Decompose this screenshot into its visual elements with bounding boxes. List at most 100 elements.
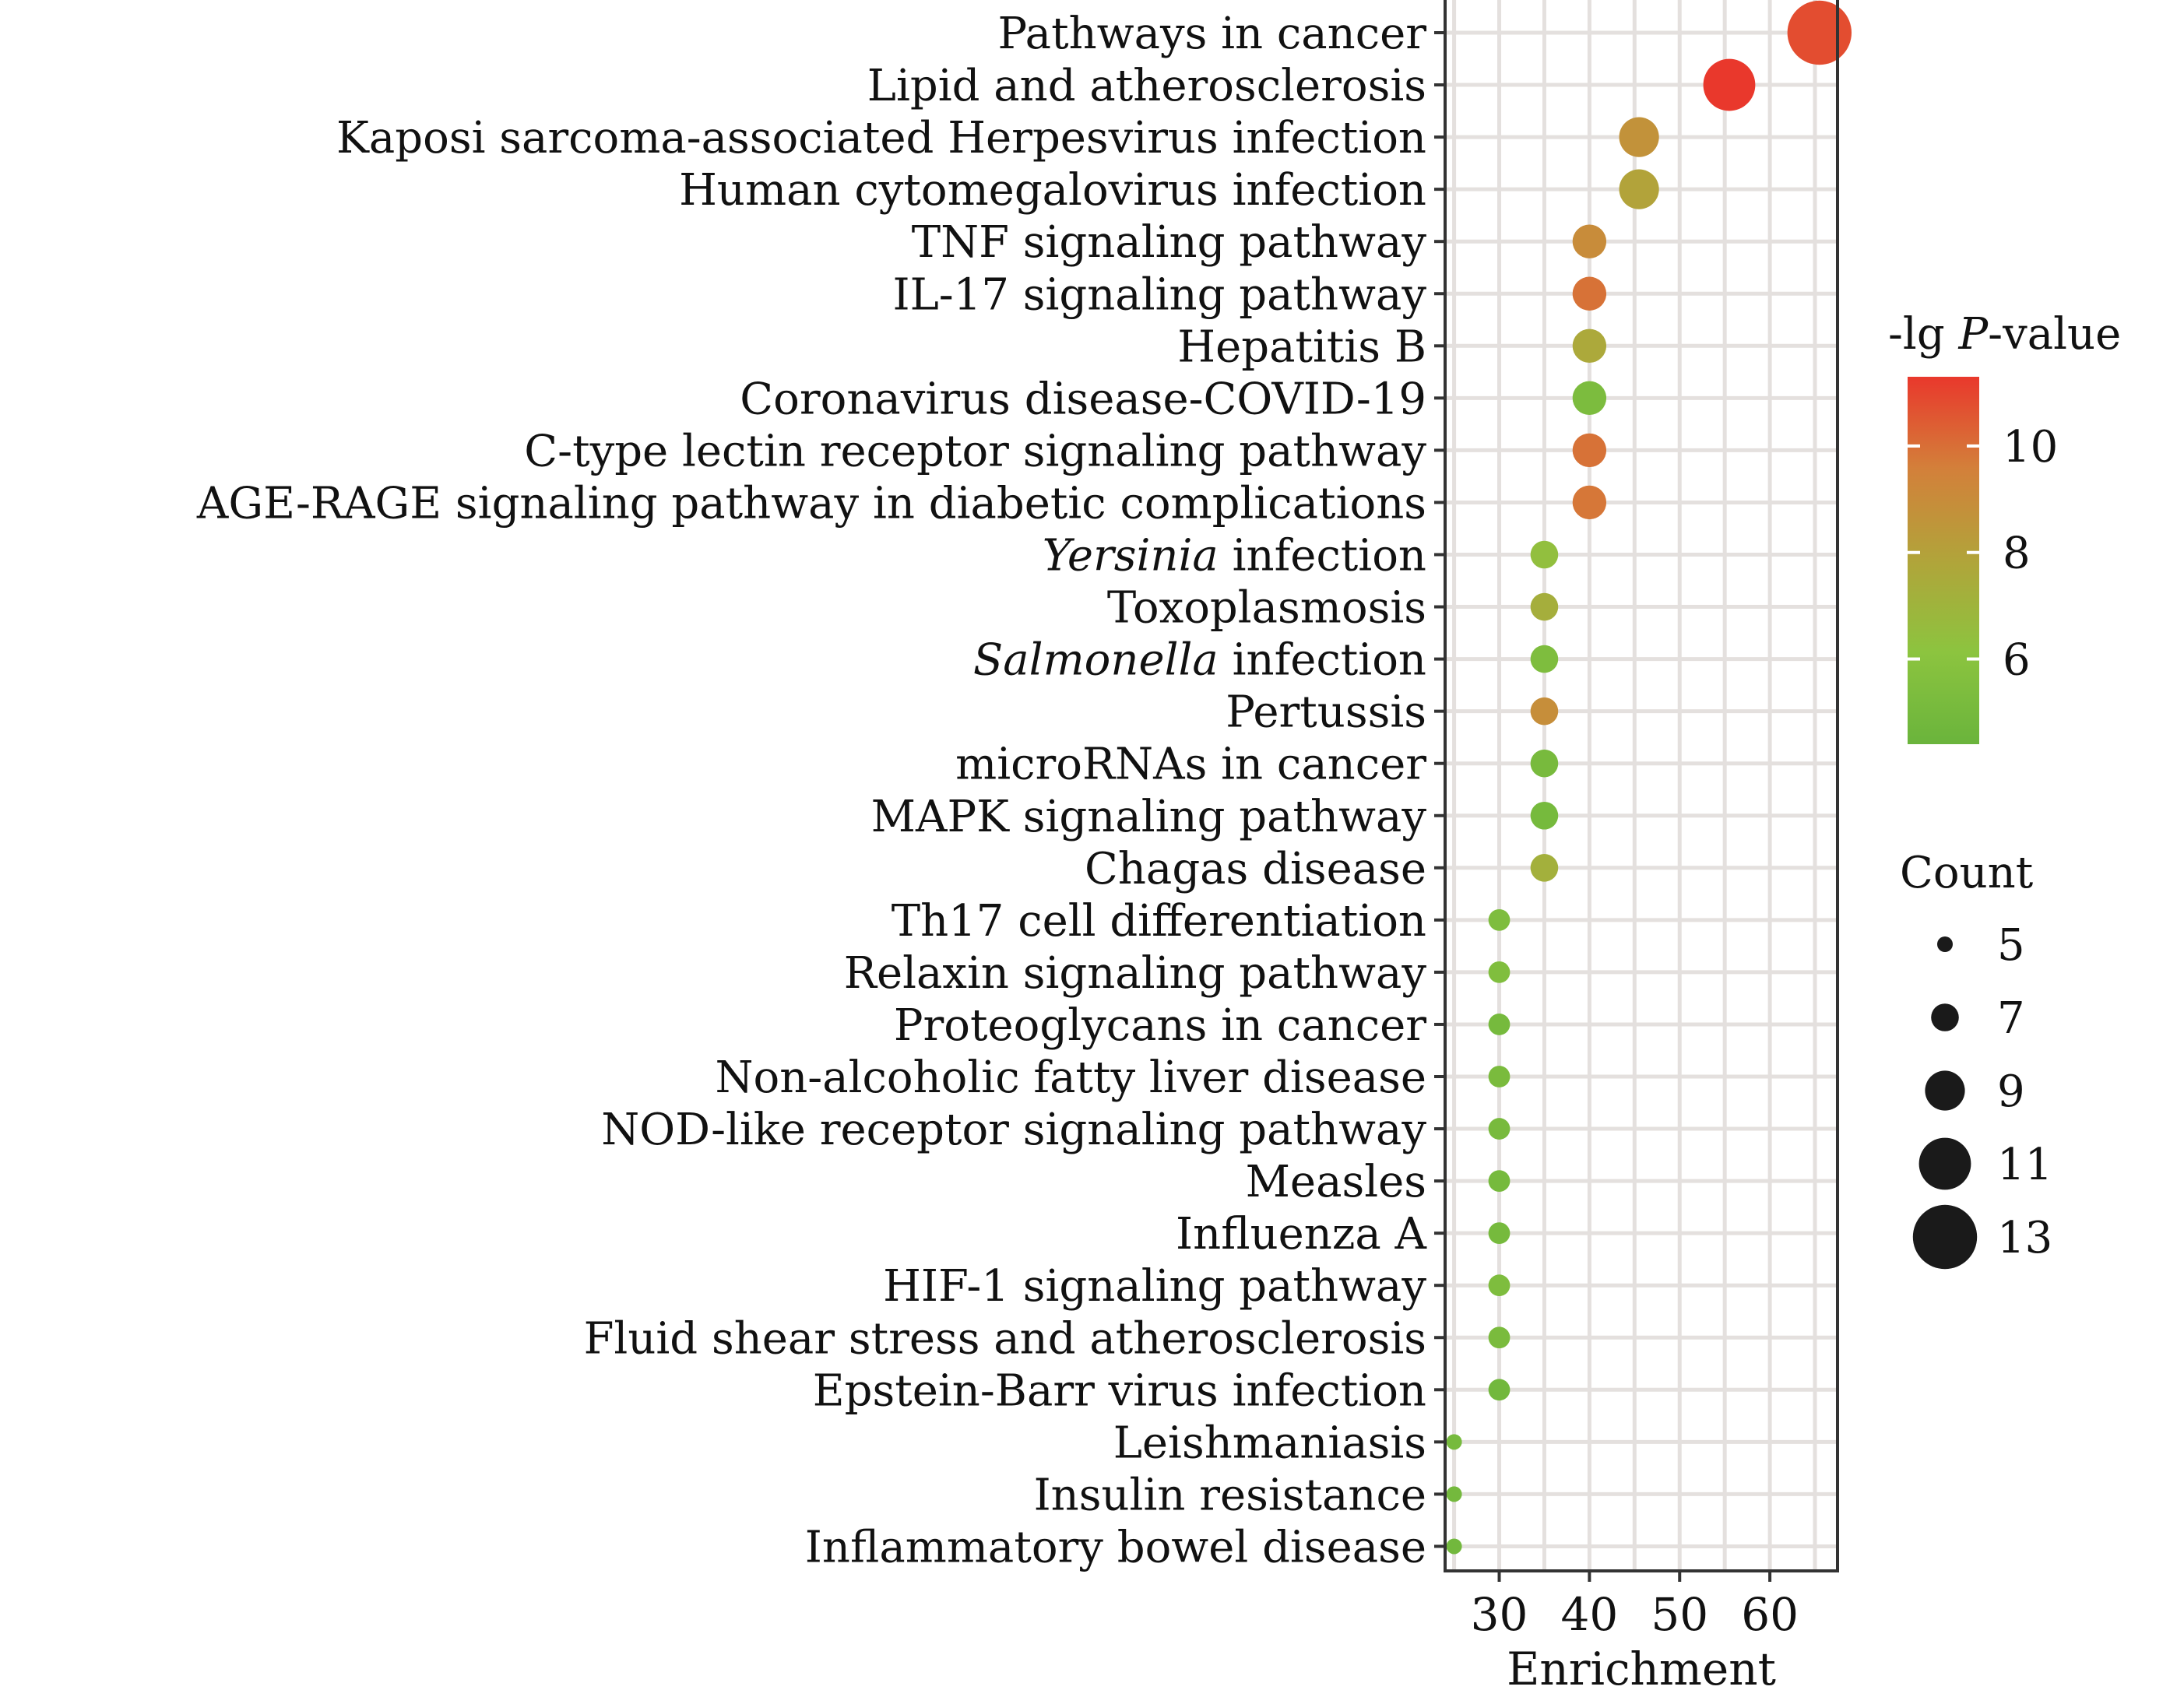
- y-axis-label: TNF signaling pathway: [912, 217, 1427, 268]
- y-axis-label: Kaposi sarcoma-associated Herpesvirus in…: [336, 113, 1426, 163]
- size-legend-label: 11: [1997, 1140, 2052, 1190]
- label-text: Leishmaniasis: [1113, 1418, 1426, 1468]
- color-legend-title: -lg P-value: [1888, 309, 2121, 360]
- y-axis-label: Epstein-Barr virus infection: [813, 1365, 1426, 1416]
- size-legend-label: 9: [1997, 1066, 2025, 1117]
- size-legend-dot: [1918, 1137, 1971, 1190]
- y-axis-label: Yersinia infection: [1043, 531, 1426, 581]
- color-legend-label: 10: [2003, 422, 2058, 473]
- color-bar: [1908, 377, 1979, 744]
- color-legend-label: 6: [2003, 635, 2031, 686]
- data-point: [1572, 224, 1607, 258]
- data-point: [1446, 1538, 1462, 1555]
- label-text: Relaxin signaling pathway: [844, 948, 1427, 999]
- size-legend-label: 7: [1997, 993, 2025, 1044]
- size-legend-title: Count: [1900, 848, 2034, 898]
- label-italic-part: Yersinia: [1043, 531, 1219, 581]
- label-text: Coronavirus disease-COVID-19: [740, 374, 1426, 424]
- y-axis-label: Lipid and atherosclerosis: [867, 61, 1426, 111]
- label-text: Chagas disease: [1085, 844, 1426, 894]
- data-point: [1530, 592, 1559, 621]
- label-text: MAPK signaling pathway: [871, 792, 1427, 842]
- label-text: Inflammatory bowel disease: [805, 1522, 1426, 1572]
- y-axis-label: Leishmaniasis: [1113, 1418, 1426, 1468]
- y-axis-label: Hepatitis B: [1177, 321, 1426, 372]
- label-text: C-type lectin receptor signaling pathway: [524, 426, 1426, 476]
- label-text: Hepatitis B: [1177, 321, 1426, 372]
- size-legend: Count 5 7 9 11 13: [1900, 848, 2052, 1270]
- y-axis-label: Measles: [1246, 1157, 1426, 1207]
- label-text: Pertussis: [1226, 687, 1426, 738]
- size-legend-dot: [1937, 936, 1953, 952]
- x-axis: 30 40 50 60: [1471, 1571, 1799, 1641]
- data-point: [1488, 1274, 1511, 1297]
- data-point: [1488, 1170, 1511, 1192]
- data-point: [1530, 749, 1559, 778]
- y-axis-label: microRNAs in cancer: [955, 740, 1426, 790]
- data-point: [1488, 908, 1511, 931]
- data-point: [1530, 540, 1559, 569]
- data-point: [1572, 329, 1607, 363]
- grid-lines: [1445, 0, 1838, 1571]
- data-point: [1488, 1066, 1511, 1087]
- y-axis-label: Toxoplasmosis: [1107, 583, 1426, 634]
- label-text: Non-alcoholic fatty liver disease: [716, 1052, 1426, 1103]
- y-axis-label: HIF-1 signaling pathway: [883, 1261, 1426, 1312]
- y-axis-label: Chagas disease: [1085, 844, 1426, 894]
- data-point: [1488, 1326, 1511, 1349]
- data-point: [1530, 645, 1559, 673]
- data-point: [1446, 1486, 1462, 1502]
- data-point: [1530, 697, 1559, 726]
- label-text: NOD-like receptor signaling pathway: [601, 1105, 1426, 1155]
- label-text: Influenza A: [1176, 1209, 1427, 1260]
- y-axis-label: Fluid shear stress and atherosclerosis: [584, 1313, 1426, 1364]
- y-axis-label: Relaxin signaling pathway: [844, 948, 1427, 999]
- y-axis-label: Influenza A: [1176, 1209, 1427, 1260]
- label-text: AGE-RAGE signaling pathway in diabetic c…: [196, 478, 1426, 529]
- y-axis-label: NOD-like receptor signaling pathway: [601, 1105, 1426, 1155]
- y-axis-label: IL-17 signaling pathway: [892, 269, 1426, 320]
- y-axis-label: Pertussis: [1226, 687, 1426, 738]
- label-text: infection: [1219, 635, 1426, 686]
- size-legend-label: 13: [1997, 1213, 2052, 1263]
- y-axis-label: Proteoglycans in cancer: [894, 1000, 1426, 1051]
- label-text: infection: [1219, 531, 1426, 581]
- data-point: [1619, 169, 1659, 209]
- data-point: [1572, 433, 1607, 468]
- data-point: [1787, 0, 1852, 65]
- data-point: [1530, 854, 1559, 882]
- label-text: Lipid and atherosclerosis: [867, 61, 1426, 111]
- x-axis-tick-label: 30: [1471, 1588, 1528, 1641]
- label-text: Human cytomegalovirus infection: [679, 165, 1426, 216]
- color-legend: -lg P-value 6 8 10: [1888, 309, 2121, 744]
- x-axis-tick-label: 60: [1741, 1588, 1799, 1641]
- size-legend-label: 5: [1997, 920, 2025, 971]
- x-axis-tick-label: 50: [1651, 1588, 1708, 1641]
- size-legend-dot: [1925, 1070, 1965, 1111]
- data-point: [1530, 801, 1559, 830]
- data-point: [1488, 1014, 1511, 1035]
- x-axis-title: Enrichment: [1507, 1643, 1776, 1690]
- y-axis-label: Human cytomegalovirus infection: [679, 165, 1426, 216]
- label-text: microRNAs in cancer: [955, 740, 1426, 790]
- label-text: Measles: [1246, 1157, 1426, 1207]
- y-axis-label: Salmonella infection: [973, 635, 1426, 686]
- label-text: Pathways in cancer: [998, 9, 1427, 59]
- data-points: [1446, 0, 1852, 1555]
- data-point: [1488, 961, 1511, 983]
- y-axis-label: AGE-RAGE signaling pathway in diabetic c…: [196, 478, 1426, 529]
- x-axis-tick-label: 40: [1560, 1588, 1618, 1641]
- plot-panel-border: [1444, 0, 1839, 1572]
- label-text: Proteoglycans in cancer: [894, 1000, 1426, 1051]
- y-axis-label: Pathways in cancer: [998, 9, 1427, 59]
- data-point: [1488, 1379, 1511, 1401]
- data-point: [1488, 1118, 1511, 1140]
- data-point: [1572, 276, 1607, 311]
- y-axis-label: Non-alcoholic fatty liver disease: [716, 1052, 1426, 1103]
- label-text: Epstein-Barr virus infection: [813, 1365, 1426, 1416]
- color-legend-label: 8: [2003, 529, 2031, 579]
- data-point: [1619, 117, 1659, 157]
- label-italic-part: Salmonella: [973, 635, 1219, 686]
